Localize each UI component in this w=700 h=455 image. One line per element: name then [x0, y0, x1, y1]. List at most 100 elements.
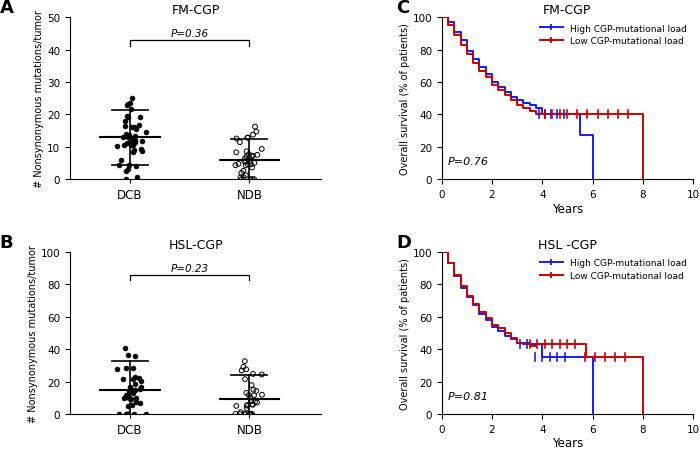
- Point: [127, 135, 138, 142]
- Point: [244, 151, 255, 158]
- Point: [121, 131, 132, 138]
- Point: [125, 142, 136, 149]
- Text: B: B: [0, 233, 13, 251]
- Point: [127, 149, 139, 157]
- Point: [122, 410, 134, 418]
- Point: [111, 365, 122, 373]
- Point: [241, 153, 253, 160]
- Point: [121, 141, 132, 148]
- Point: [238, 174, 249, 182]
- Point: [127, 386, 138, 394]
- Point: [136, 137, 148, 145]
- Y-axis label: # Nonsynonymous mutations/tumor: # Nonsynonymous mutations/tumor: [34, 10, 44, 188]
- Point: [251, 387, 262, 394]
- Point: [251, 399, 262, 406]
- Point: [120, 123, 131, 131]
- Point: [246, 410, 258, 418]
- Point: [241, 389, 252, 397]
- Point: [120, 118, 131, 125]
- Point: [114, 162, 125, 169]
- Text: P=0.76: P=0.76: [448, 157, 489, 167]
- Point: [245, 161, 256, 168]
- Point: [236, 367, 247, 374]
- Point: [240, 162, 251, 170]
- Point: [122, 352, 134, 359]
- Point: [242, 161, 253, 168]
- Point: [127, 401, 138, 409]
- Point: [231, 149, 242, 157]
- Point: [256, 146, 267, 153]
- Point: [239, 358, 251, 365]
- Point: [111, 143, 122, 150]
- Point: [129, 137, 140, 145]
- Point: [135, 384, 146, 391]
- Point: [124, 132, 135, 139]
- Text: P=0.36: P=0.36: [171, 29, 209, 39]
- Point: [118, 142, 130, 149]
- Point: [127, 375, 139, 383]
- Point: [238, 168, 249, 175]
- Point: [127, 364, 138, 372]
- Point: [246, 398, 257, 405]
- Point: [130, 394, 141, 402]
- Point: [245, 176, 256, 183]
- Point: [241, 405, 252, 412]
- Point: [235, 174, 246, 182]
- Point: [230, 410, 241, 418]
- Text: P=0.23: P=0.23: [171, 263, 209, 273]
- Point: [124, 394, 135, 401]
- Point: [122, 101, 134, 109]
- Point: [244, 410, 256, 418]
- Point: [247, 401, 258, 409]
- Title: HSL -CGP: HSL -CGP: [538, 238, 597, 251]
- Point: [131, 399, 142, 406]
- Point: [247, 370, 258, 378]
- Point: [245, 410, 256, 418]
- Text: C: C: [397, 0, 410, 17]
- Point: [244, 155, 255, 162]
- Point: [125, 100, 136, 107]
- Point: [246, 164, 258, 172]
- Point: [124, 162, 135, 169]
- Point: [240, 410, 251, 418]
- Y-axis label: Overall survival (% of patients): Overall survival (% of patients): [400, 23, 410, 175]
- Point: [236, 170, 247, 177]
- Title: FM-CGP: FM-CGP: [543, 4, 592, 17]
- Point: [244, 392, 255, 399]
- Point: [136, 148, 148, 156]
- Point: [116, 157, 127, 165]
- Point: [114, 410, 125, 418]
- Point: [239, 158, 250, 166]
- Point: [245, 394, 256, 401]
- Point: [120, 168, 131, 175]
- Point: [124, 139, 135, 146]
- Point: [241, 148, 252, 156]
- Point: [242, 135, 253, 142]
- Point: [128, 124, 139, 131]
- Legend: High CGP-mutational load, Low CGP-mutational load: High CGP-mutational load, Low CGP-mutati…: [538, 257, 689, 282]
- Point: [135, 378, 146, 385]
- Point: [246, 176, 258, 183]
- Point: [244, 410, 256, 418]
- Point: [135, 146, 146, 153]
- Point: [256, 371, 267, 379]
- Point: [118, 394, 130, 402]
- Point: [134, 122, 145, 130]
- Point: [141, 129, 152, 136]
- X-axis label: Years: Years: [552, 436, 583, 450]
- Point: [127, 95, 138, 102]
- Point: [129, 353, 140, 360]
- Point: [238, 364, 249, 371]
- Point: [236, 176, 247, 183]
- Point: [239, 410, 250, 418]
- Point: [120, 176, 132, 183]
- Point: [128, 410, 139, 418]
- Point: [239, 155, 251, 162]
- Point: [124, 387, 135, 394]
- Point: [247, 132, 258, 139]
- Point: [124, 383, 135, 390]
- Point: [241, 366, 252, 373]
- Point: [241, 401, 253, 409]
- Point: [118, 376, 129, 383]
- Legend: High CGP-mutational load, Low CGP-mutational load: High CGP-mutational load, Low CGP-mutati…: [538, 23, 689, 48]
